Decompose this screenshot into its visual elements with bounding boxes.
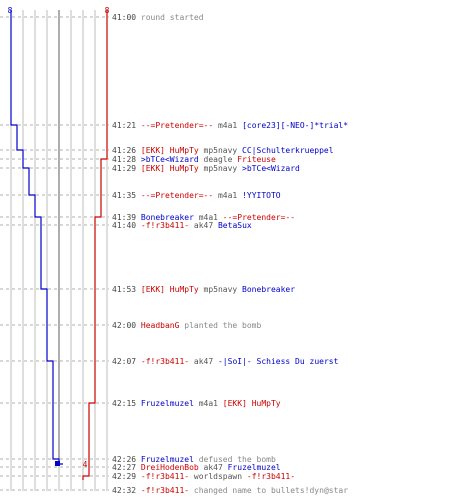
event-time: 42:32	[112, 486, 141, 495]
event-text-part: mp5navy	[199, 146, 238, 155]
event-row: 41:28 >bTCe<Wizard deagle Friteuse	[112, 155, 276, 164]
event-time: 41:29	[112, 164, 141, 173]
event-text-part: -f!r3b411-	[141, 221, 189, 230]
event-text-part: --=Pretender=--	[141, 121, 213, 130]
event-text-part: -f!r3b411-	[141, 357, 189, 366]
event-time: 41:53	[112, 285, 141, 294]
event-text-part: deagle	[199, 155, 233, 164]
event-text-part: m4a1	[194, 399, 218, 408]
event-text-part: Fruzelmuzel	[141, 455, 194, 464]
event-row: 42:07 -f!r3b411- ak47 -|SoI|- Schiess Du…	[112, 357, 339, 366]
team-red-line	[82, 10, 108, 480]
event-row: 41:26 [EKK] HuMpTy mp5navy CC|Schulterkr…	[112, 146, 334, 155]
event-time: 41:00	[112, 13, 141, 22]
event-text-part: -|SoI|- Schiess Du zuerst	[213, 357, 338, 366]
team-blue-end-marker	[55, 461, 60, 466]
event-time: 42:15	[112, 399, 141, 408]
blue-start-count: 8	[8, 6, 13, 15]
event-text-part: -f!r3b411-	[141, 472, 189, 481]
event-time: 41:26	[112, 146, 141, 155]
event-text-part: Fruzelmuzel	[141, 399, 194, 408]
team-count-lines	[10, 10, 108, 480]
event-row: 42:15 Fruzelmuzel m4a1 [EKK] HuMpTy	[112, 399, 281, 408]
event-row: 41:39 Bonebreaker m4a1 --=Pretender=--	[112, 213, 295, 222]
event-row: 42:32 -f!r3b411- changed name to bullets…	[112, 486, 348, 495]
event-row: 41:40 -f!r3b411- ak47 BetaSux	[112, 221, 252, 230]
event-time: 42:00	[112, 321, 141, 330]
event-text-part: >bTCe<Wizard	[141, 155, 199, 164]
event-text-part: Bonebreaker	[141, 213, 194, 222]
event-row: 41:53 [EKK] HuMpTy mp5navy Bonebreaker	[112, 285, 295, 294]
event-text-part: worldspawn	[189, 472, 242, 481]
event-text-part: --=Pretender=--	[218, 213, 295, 222]
event-text-part: mp5navy	[199, 285, 238, 294]
event-text-part: [core23][-NEO-]*trial*	[237, 121, 348, 130]
event-time: 41:39	[112, 213, 141, 222]
event-text-part: ak47	[189, 357, 213, 366]
timeline-grid	[0, 10, 109, 491]
event-text-part: [EKK] HuMpTy	[218, 399, 281, 408]
event-row: 42:00 HeadbanG planted the bomb	[112, 321, 262, 330]
event-time: 41:40	[112, 221, 141, 230]
event-text-part: planted the bomb	[179, 321, 261, 330]
event-text-part: --=Pretender=--	[141, 191, 213, 200]
event-text-part: -f!r3b411-	[141, 486, 189, 495]
event-labels: 8 8 4 41:00 round started 41:21 --=Pretender…	[8, 6, 349, 495]
event-text-part: BetaSux	[213, 221, 252, 230]
event-row: 41:00 round started	[112, 13, 204, 22]
event-text-part: Fruzelmuzel	[223, 463, 281, 472]
event-text-part: m4a1	[213, 121, 237, 130]
event-text-part: mp5navy	[199, 164, 238, 173]
event-time: 42:29	[112, 472, 141, 481]
event-text-part: [EKK] HuMpTy	[141, 285, 199, 294]
event-text-part: Bonebreaker	[237, 285, 295, 294]
event-text-part: CC|Schulterkrueppel	[237, 146, 334, 155]
event-text-part: [EKK] HuMpTy	[141, 146, 199, 155]
event-time: 41:28	[112, 155, 141, 164]
event-text-part: Friteuse	[232, 155, 276, 164]
event-text-part: !YYITOTO	[237, 191, 281, 200]
event-text-part: HeadbanG	[141, 321, 180, 330]
event-text-part: changed name to bullets!dyn@star	[189, 486, 348, 495]
event-time: 41:21	[112, 121, 141, 130]
event-text-part: >bTCe<Wizard	[237, 164, 300, 173]
event-text-part: defused the bomb	[194, 455, 276, 464]
event-row: 41:29 [EKK] HuMpTy mp5navy >bTCe<Wizard	[112, 164, 300, 173]
event-text-part: ak47	[189, 221, 213, 230]
event-time: 42:07	[112, 357, 141, 366]
team-blue-line	[10, 10, 63, 465]
red-start-count: 8	[105, 6, 110, 15]
event-text-part: -f!r3b411-	[242, 472, 295, 481]
event-row: 42:26 Fruzelmuzel defused the bomb	[112, 455, 276, 464]
event-text-part: round started	[141, 13, 204, 22]
event-row: 41:35 --=Pretender=-- m4a1 !YYITOTO	[112, 191, 281, 200]
event-time: 41:35	[112, 191, 141, 200]
event-text-part: m4a1	[194, 213, 218, 222]
event-row: 42:29 -f!r3b411- worldspawn -f!r3b411-	[112, 472, 295, 481]
event-text-part: m4a1	[213, 191, 237, 200]
event-text-part: ak47	[199, 463, 223, 472]
event-text-part: [EKK] HuMpTy	[141, 164, 199, 173]
event-time: 42:27	[112, 463, 141, 472]
event-row: 42:27 DreiHodenBob ak47 Fruzelmuzel	[112, 463, 281, 472]
event-time: 42:26	[112, 455, 141, 464]
event-row: 41:21 --=Pretender=-- m4a1 [core23][-NEO…	[112, 121, 348, 130]
red-end-count: 4	[83, 460, 88, 469]
event-text-part: DreiHodenBob	[141, 463, 199, 472]
